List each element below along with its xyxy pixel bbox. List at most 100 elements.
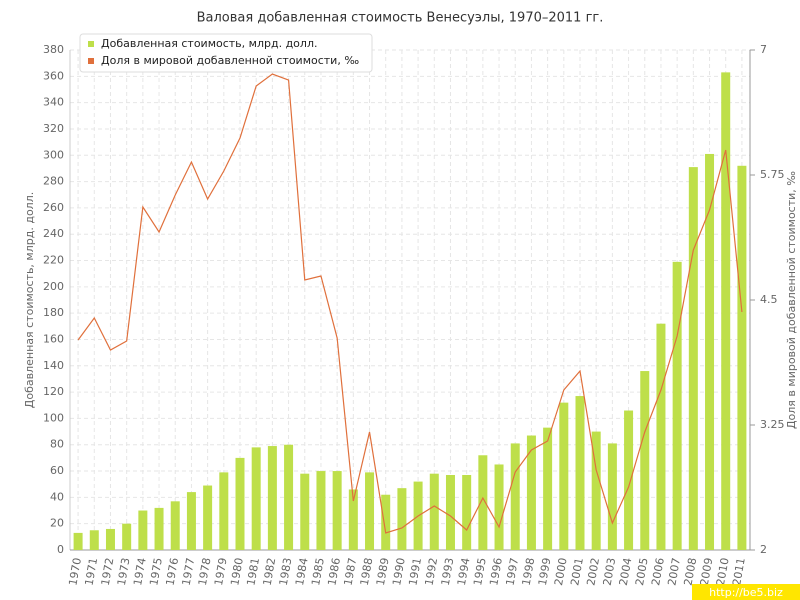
bar xyxy=(89,530,99,550)
bar xyxy=(251,447,261,550)
x-tick-label: 1980 xyxy=(228,557,246,587)
x-tick-label: 1983 xyxy=(277,557,295,587)
x-tick-label: 1984 xyxy=(293,557,311,587)
x-tick-label: 1976 xyxy=(163,557,181,587)
x-tick-label: 1973 xyxy=(115,557,133,587)
x-tick-label: 2003 xyxy=(601,557,619,587)
bar xyxy=(73,532,83,550)
y-tick-label: 280 xyxy=(43,175,64,188)
bar xyxy=(348,489,358,550)
x-tick-label: 1997 xyxy=(503,557,521,587)
bar xyxy=(591,431,601,550)
bar xyxy=(607,443,617,550)
bar xyxy=(721,72,731,551)
y-tick-label: 60 xyxy=(50,464,64,477)
x-tick-label: 2001 xyxy=(568,557,586,587)
bar xyxy=(478,455,488,550)
y-tick-label: 20 xyxy=(50,517,64,530)
legend-label: Добавленная стоимость, млрд. долл. xyxy=(101,37,317,50)
x-tick-label: 1993 xyxy=(439,557,457,587)
x-tick-label: 1999 xyxy=(536,557,554,587)
y-tick-label: 160 xyxy=(43,332,64,345)
x-tick-label: 1991 xyxy=(406,557,424,587)
x-tick-label: 2004 xyxy=(617,557,635,587)
bar xyxy=(640,371,650,550)
bar xyxy=(543,427,553,550)
bar xyxy=(656,323,666,550)
x-tick-label: 1995 xyxy=(471,557,489,587)
plot-area: 0 20 40 60 80 100 120 140 160 180 200 220 240 260 280 3… xyxy=(43,43,785,587)
bar xyxy=(510,443,520,550)
bar xyxy=(235,457,245,550)
x-tick-label: 2007 xyxy=(665,557,683,587)
x-tick-label: 1981 xyxy=(244,557,262,587)
bar xyxy=(445,475,455,550)
legend-box xyxy=(79,33,373,73)
legend-label: Доля в мировой добавленной стоимости, ‰ xyxy=(101,54,359,67)
y-tick-label: 220 xyxy=(43,254,64,267)
y2-tick-label: 3.25 xyxy=(760,418,785,431)
y-axis-title: Добавленная стоимость, млрд. долл. xyxy=(23,192,36,408)
bar xyxy=(381,494,391,550)
bar xyxy=(154,507,164,550)
y-tick-label: 120 xyxy=(43,385,64,398)
y2-tick-label: 2 xyxy=(760,543,767,556)
y-tick-label: 80 xyxy=(50,438,64,451)
bar xyxy=(105,528,115,550)
x-tick-label: 1994 xyxy=(455,557,473,587)
y-tick-label: 260 xyxy=(43,201,64,214)
y-tick-label: 360 xyxy=(43,69,64,82)
line xyxy=(77,73,743,534)
x-tick-label: 1971 xyxy=(83,557,101,587)
x-tick-label: 1974 xyxy=(131,557,149,587)
bar xyxy=(332,471,342,550)
bar xyxy=(267,446,277,550)
x-tick-label: 1970 xyxy=(66,557,84,587)
bar xyxy=(526,435,536,550)
bar xyxy=(624,410,634,550)
bar xyxy=(575,396,585,550)
bar xyxy=(138,510,148,550)
x-tick-label: 1988 xyxy=(358,557,376,587)
bar xyxy=(559,402,569,550)
x-tick-label: 1972 xyxy=(99,557,117,587)
x-tick-label: 1985 xyxy=(309,557,327,587)
x-tick-label: 1996 xyxy=(487,557,505,587)
y2-tick-label: 4.5 xyxy=(760,293,778,306)
bar xyxy=(672,261,682,550)
bar xyxy=(365,472,375,550)
bar xyxy=(462,475,472,550)
bar xyxy=(122,523,132,550)
x-tick-label: 2006 xyxy=(649,557,667,587)
legend-marker xyxy=(88,58,94,64)
y-tick-label: 320 xyxy=(43,122,64,135)
legend-marker xyxy=(88,41,94,47)
x-tick-label: 1989 xyxy=(374,557,392,587)
y-tick-label: 340 xyxy=(43,96,64,109)
x-tick-label: 1975 xyxy=(147,557,165,587)
y-tick-label: 100 xyxy=(43,411,64,424)
bar xyxy=(186,492,196,550)
y2-axis-title: Доля в мировой добавленной стоимости, ‰ xyxy=(785,171,798,429)
x-tick-label: 2008 xyxy=(682,557,700,587)
y-tick-label: 140 xyxy=(43,359,64,372)
bar xyxy=(688,167,698,550)
x-tick-label: 1990 xyxy=(390,557,408,587)
x-tick-label: 1987 xyxy=(342,557,360,587)
y-tick-label: 300 xyxy=(43,148,64,161)
x-tick-label: 2011 xyxy=(730,557,748,587)
x-tick-label: 2000 xyxy=(552,557,570,587)
y2-tick-label: 7 xyxy=(760,43,767,56)
bar xyxy=(284,444,294,550)
bar xyxy=(397,488,407,550)
bar xyxy=(219,472,229,550)
x-tick-label: 1982 xyxy=(261,557,279,587)
y2-tick-label: 5.75 xyxy=(760,168,785,181)
y-tick-label: 40 xyxy=(50,490,64,503)
y-tick-label: 200 xyxy=(43,280,64,293)
x-tick-label: 1977 xyxy=(180,557,198,587)
x-tick-label: 1992 xyxy=(423,557,441,587)
bar xyxy=(494,464,504,550)
bar xyxy=(170,501,180,550)
